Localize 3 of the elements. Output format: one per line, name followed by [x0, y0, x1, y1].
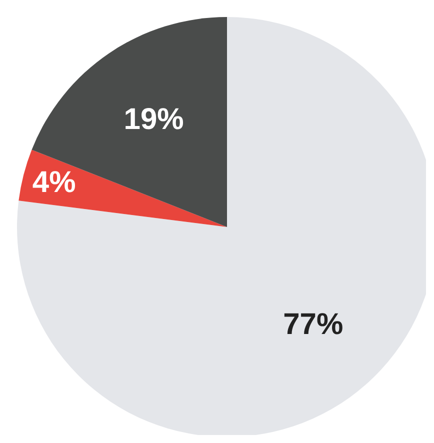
- data-label: 77%: [283, 308, 344, 342]
- data-label: 19%: [124, 102, 184, 136]
- data-label: 4%: [32, 166, 76, 200]
